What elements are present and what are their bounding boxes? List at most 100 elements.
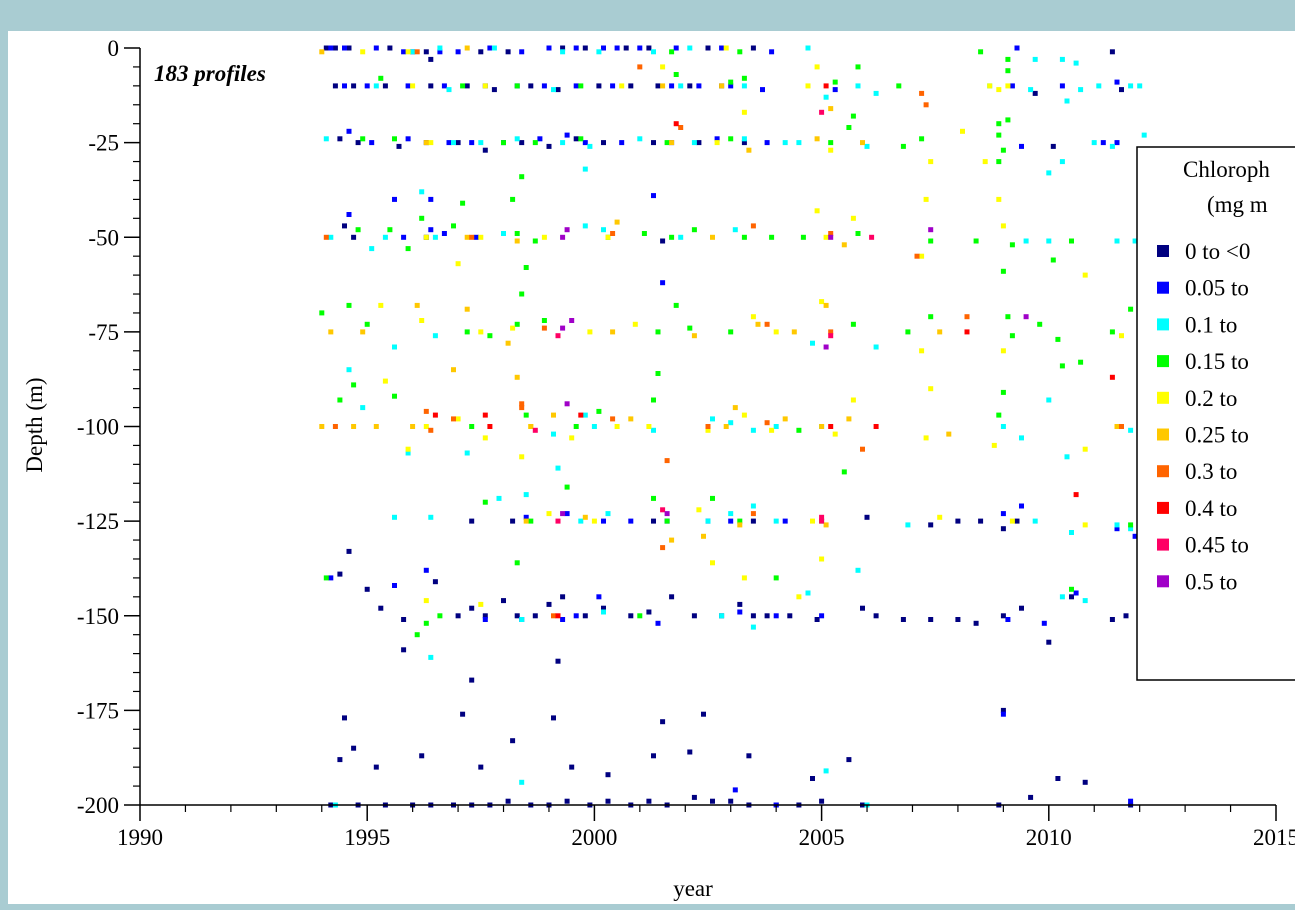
data-point-class-2 (432, 333, 438, 339)
data-point-class-2 (560, 49, 566, 55)
y-tick-label: 0 (108, 36, 120, 61)
data-point-class-2 (750, 624, 756, 630)
legend-entry-label: 0.1 to (1185, 312, 1237, 337)
data-point-class-3 (1050, 257, 1056, 263)
data-point-class-3 (360, 136, 366, 142)
data-point-class-0 (342, 223, 347, 229)
data-point-class-0 (596, 83, 602, 89)
data-point-class-1 (441, 231, 447, 236)
data-point-class-0 (750, 518, 756, 524)
data-point-class-3 (460, 200, 466, 206)
data-point-class-9 (828, 234, 834, 240)
y-axis-title: Depth (m) (22, 377, 47, 472)
data-point-class-0 (337, 136, 343, 142)
data-point-class-1 (737, 609, 743, 615)
data-point-class-3 (510, 196, 516, 202)
data-point-class-0 (651, 753, 656, 759)
data-point-class-6 (705, 424, 711, 429)
data-point-class-2 (750, 503, 756, 509)
data-point-class-0 (432, 579, 438, 585)
data-point-class-4 (1009, 518, 1015, 524)
data-point-class-5 (614, 219, 620, 225)
data-point-class-5 (737, 522, 743, 528)
data-point-class-4 (741, 575, 747, 581)
data-point-class-4 (832, 431, 838, 437)
data-point-class-0 (705, 45, 711, 51)
data-point-class-6 (551, 613, 556, 619)
data-point-class-0 (582, 613, 588, 619)
data-point-class-4 (569, 435, 575, 441)
data-point-class-3 (741, 75, 747, 81)
legend-entry-label: 0.4 to (1185, 496, 1237, 521)
data-point-class-4 (819, 556, 825, 562)
data-point-class-2 (1032, 518, 1038, 524)
data-point-class-3 (841, 469, 847, 475)
data-point-class-5 (814, 136, 820, 142)
data-point-class-4 (741, 412, 747, 418)
data-point-class-8 (660, 507, 666, 513)
data-point-class-2 (1023, 238, 1029, 244)
data-point-class-9 (560, 511, 566, 517)
data-points (319, 45, 1147, 808)
data-point-class-0 (555, 658, 561, 664)
data-point-class-3 (487, 333, 493, 339)
data-point-class-2 (1114, 522, 1120, 528)
data-point-class-4 (850, 397, 856, 403)
data-point-class-3 (405, 246, 411, 252)
data-point-class-3 (1069, 586, 1074, 592)
data-point-class-7 (555, 613, 561, 619)
data-point-class-4 (1005, 83, 1011, 89)
data-point-class-3 (501, 140, 506, 146)
data-point-class-0 (928, 522, 934, 528)
data-point-class-0 (401, 647, 407, 653)
data-point-class-2 (419, 189, 425, 195)
data-point-class-3 (651, 397, 656, 403)
data-point-class-4 (705, 427, 711, 433)
data-point-class-3 (773, 575, 779, 581)
data-point-class-1 (655, 620, 661, 626)
data-point-class-5 (319, 49, 325, 55)
data-point-class-2 (796, 140, 802, 146)
data-point-class-5 (610, 329, 616, 335)
data-point-class-3 (1037, 321, 1043, 327)
data-point-class-9 (1023, 314, 1029, 320)
data-point-class-5 (464, 45, 470, 51)
data-point-class-0 (1000, 526, 1006, 532)
data-point-class-1 (428, 227, 434, 233)
data-point-class-4 (960, 128, 965, 134)
data-point-class-1 (601, 45, 606, 51)
data-point-class-3 (523, 265, 529, 270)
data-point-class-6 (764, 420, 770, 426)
data-point-class-9 (664, 511, 670, 517)
data-point-class-1 (346, 212, 352, 217)
data-point-class-2 (1082, 598, 1088, 604)
data-point-class-5 (823, 522, 829, 528)
data-point-class-3 (337, 397, 343, 403)
data-point-class-6 (660, 545, 666, 551)
data-point-class-1 (342, 45, 347, 51)
data-point-class-3 (669, 234, 675, 240)
data-point-class-0 (1000, 613, 1006, 619)
data-point-class-0 (1069, 594, 1074, 600)
data-point-class-0 (873, 613, 879, 619)
data-point-class-7 (823, 83, 829, 89)
data-point-class-0 (560, 45, 566, 51)
y-tick-label: -25 (88, 131, 119, 156)
data-point-class-0 (669, 594, 675, 600)
data-point-class-3 (978, 49, 984, 55)
data-point-class-7 (487, 424, 493, 429)
data-point-class-3 (351, 382, 357, 388)
data-point-class-3 (855, 231, 861, 236)
data-point-class-3 (741, 234, 747, 240)
data-point-class-1 (619, 140, 625, 146)
data-point-class-5 (528, 424, 534, 429)
data-point-class-3 (378, 75, 384, 81)
depth-time-scatter-chart: 0 -25 -50 -75 -100 -125 -150 -175 -200 1990 1995 20… (22, 36, 1295, 901)
data-point-class-3 (637, 613, 643, 619)
data-point-class-4 (769, 427, 775, 433)
data-point-class-0 (741, 140, 747, 146)
data-point-class-1 (651, 193, 656, 199)
data-point-class-2 (428, 654, 434, 660)
x-tick-label: 2015 (1253, 825, 1295, 850)
data-point-class-5 (423, 140, 429, 146)
